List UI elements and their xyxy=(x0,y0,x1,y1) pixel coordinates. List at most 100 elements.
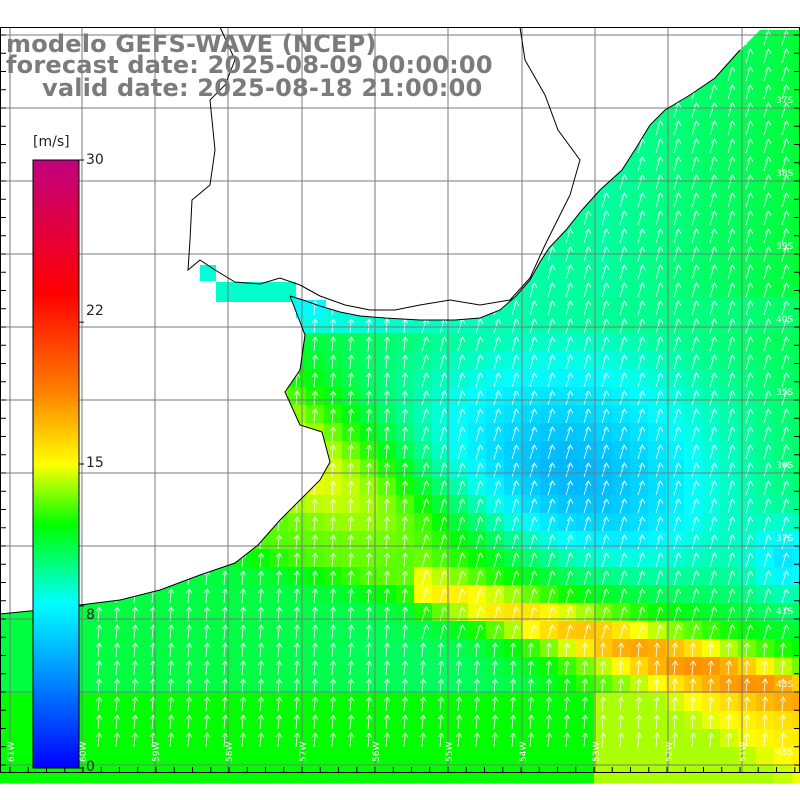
wind-speed-cell xyxy=(774,405,793,424)
wind-arrow xyxy=(673,408,682,424)
wind-speed-cell xyxy=(738,711,757,730)
wind-speed-cell xyxy=(288,693,307,712)
wind-arrow xyxy=(329,714,337,730)
wind-arrow xyxy=(401,678,409,694)
wind-speed-cell xyxy=(414,495,433,514)
wind-arrow xyxy=(637,264,646,280)
wind-arrow xyxy=(493,390,502,406)
wind-speed-cell xyxy=(252,639,271,658)
wind-arrow xyxy=(689,660,697,676)
wind-speed-cell xyxy=(342,711,361,730)
wind-arrow xyxy=(763,192,772,208)
land-area xyxy=(0,27,800,614)
wind-arrow xyxy=(673,228,682,244)
wind-speed-cell xyxy=(540,639,559,658)
wind-speed-cell xyxy=(306,405,325,424)
wind-speed-cell xyxy=(666,765,685,784)
wind-arrow xyxy=(511,480,520,496)
wind-arrow xyxy=(781,426,790,442)
wind-speed-cell xyxy=(270,621,289,640)
wind-speed-cell xyxy=(180,765,199,784)
wind-speed-cell xyxy=(558,693,577,712)
wind-arrow xyxy=(131,732,139,748)
wind-speed-cell xyxy=(630,207,649,226)
wind-speed-cell xyxy=(702,621,721,640)
wind-arrow xyxy=(691,372,700,388)
wind-speed-cell xyxy=(756,171,775,190)
wind-speed-cell xyxy=(414,639,433,658)
wind-speed-cell xyxy=(18,675,37,694)
wind-speed-cell xyxy=(432,351,451,370)
wind-speed-cell xyxy=(162,693,181,712)
wind-speed-cell xyxy=(774,441,793,460)
wind-arrow xyxy=(691,318,700,334)
wind-speed-cell xyxy=(576,387,595,406)
wind-arrow xyxy=(709,624,718,640)
wind-speed-cell xyxy=(648,765,667,784)
wind-arrow xyxy=(311,534,319,550)
wind-speed-cell xyxy=(666,279,685,298)
wind-speed-cell xyxy=(648,495,667,514)
wind-arrow xyxy=(673,102,682,118)
wind-arrow xyxy=(401,462,409,478)
wind-speed-cell xyxy=(432,495,451,514)
wind-speed-cell xyxy=(738,657,757,676)
wind-arrow xyxy=(491,714,499,730)
wind-arrow xyxy=(565,426,574,442)
wind-speed-cell xyxy=(666,189,685,208)
wind-speed-cell xyxy=(198,711,217,730)
wind-arrow xyxy=(565,462,574,478)
wind-speed-cell xyxy=(360,513,379,532)
wind-arrow xyxy=(529,300,538,316)
wind-arrow xyxy=(421,480,430,496)
wind-arrow xyxy=(529,480,538,496)
wind-arrow xyxy=(727,516,736,532)
wind-speed-cell xyxy=(234,747,253,766)
wind-speed-cell xyxy=(684,153,703,172)
wind-arrow xyxy=(673,624,682,640)
wind-arrow xyxy=(637,354,646,370)
wind-arrow xyxy=(347,516,355,532)
wind-arrow xyxy=(347,696,355,712)
wind-arrow xyxy=(709,156,718,172)
wind-arrow xyxy=(619,228,628,244)
wind-speed-cell xyxy=(738,81,757,100)
wind-speed-cell xyxy=(504,315,523,334)
wind-speed-cell xyxy=(450,765,469,784)
wind-speed-cell xyxy=(648,405,667,424)
wind-arrow xyxy=(781,318,790,334)
wind-speed-cell xyxy=(792,207,800,226)
wind-arrow xyxy=(511,318,520,334)
wind-arrow xyxy=(763,480,772,496)
wind-speed-cell xyxy=(630,531,649,550)
wind-speed-cell xyxy=(792,693,800,712)
wind-arrow xyxy=(113,624,121,640)
wind-speed-cell xyxy=(360,333,379,352)
wind-arrow xyxy=(763,264,772,280)
wind-speed-cell xyxy=(684,549,703,568)
wind-speed-cell xyxy=(234,711,253,730)
wind-arrow xyxy=(293,660,301,676)
wind-speed-cell xyxy=(756,81,775,100)
wind-arrow xyxy=(439,462,448,478)
wind-speed-cell xyxy=(648,639,667,658)
wind-speed-cell xyxy=(720,549,739,568)
wind-arrow xyxy=(763,336,772,352)
wind-speed-cell xyxy=(666,531,685,550)
wind-speed-cell xyxy=(522,405,541,424)
wind-speed-cell xyxy=(324,657,343,676)
wind-speed-cell xyxy=(342,423,361,442)
wind-speed-cell xyxy=(252,693,271,712)
wind-arrow xyxy=(383,480,391,496)
wind-speed-cell xyxy=(450,585,469,604)
wind-speed-cell xyxy=(702,171,721,190)
wind-speed-cell xyxy=(540,765,559,784)
wind-arrow xyxy=(475,426,484,442)
wind-arrow xyxy=(383,426,391,442)
wind-speed-cell xyxy=(558,765,577,784)
wind-arrow xyxy=(619,552,628,568)
wind-arrow xyxy=(311,552,319,568)
wind-arrow xyxy=(781,228,790,244)
wind-speed-cell xyxy=(432,549,451,568)
wind-arrow xyxy=(761,732,769,748)
